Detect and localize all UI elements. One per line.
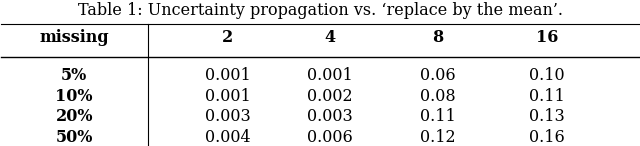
Text: 16: 16 bbox=[536, 29, 558, 46]
Text: 0.001: 0.001 bbox=[205, 67, 250, 84]
Text: 0.001: 0.001 bbox=[205, 88, 250, 105]
Text: 0.004: 0.004 bbox=[205, 129, 250, 146]
Text: 50%: 50% bbox=[56, 129, 93, 146]
Text: 5%: 5% bbox=[61, 67, 87, 84]
Text: 0.13: 0.13 bbox=[529, 108, 564, 125]
Text: Table 1: Uncertainty propagation vs. ‘replace by the mean’.: Table 1: Uncertainty propagation vs. ‘re… bbox=[77, 2, 563, 19]
Text: 2: 2 bbox=[222, 29, 233, 46]
Text: 0.006: 0.006 bbox=[307, 129, 353, 146]
Text: 0.06: 0.06 bbox=[420, 67, 456, 84]
Text: 0.003: 0.003 bbox=[205, 108, 250, 125]
Text: 0.003: 0.003 bbox=[307, 108, 353, 125]
Text: 0.12: 0.12 bbox=[420, 129, 456, 146]
Text: 10%: 10% bbox=[56, 88, 93, 105]
Text: 0.11: 0.11 bbox=[529, 88, 564, 105]
Text: 8: 8 bbox=[433, 29, 444, 46]
Text: missing: missing bbox=[39, 29, 109, 46]
Text: 0.16: 0.16 bbox=[529, 129, 564, 146]
Text: 20%: 20% bbox=[56, 108, 93, 125]
Text: 4: 4 bbox=[324, 29, 335, 46]
Text: 0.11: 0.11 bbox=[420, 108, 456, 125]
Text: 0.001: 0.001 bbox=[307, 67, 353, 84]
Text: 0.10: 0.10 bbox=[529, 67, 564, 84]
Text: 0.002: 0.002 bbox=[307, 88, 353, 105]
Text: 0.08: 0.08 bbox=[420, 88, 456, 105]
